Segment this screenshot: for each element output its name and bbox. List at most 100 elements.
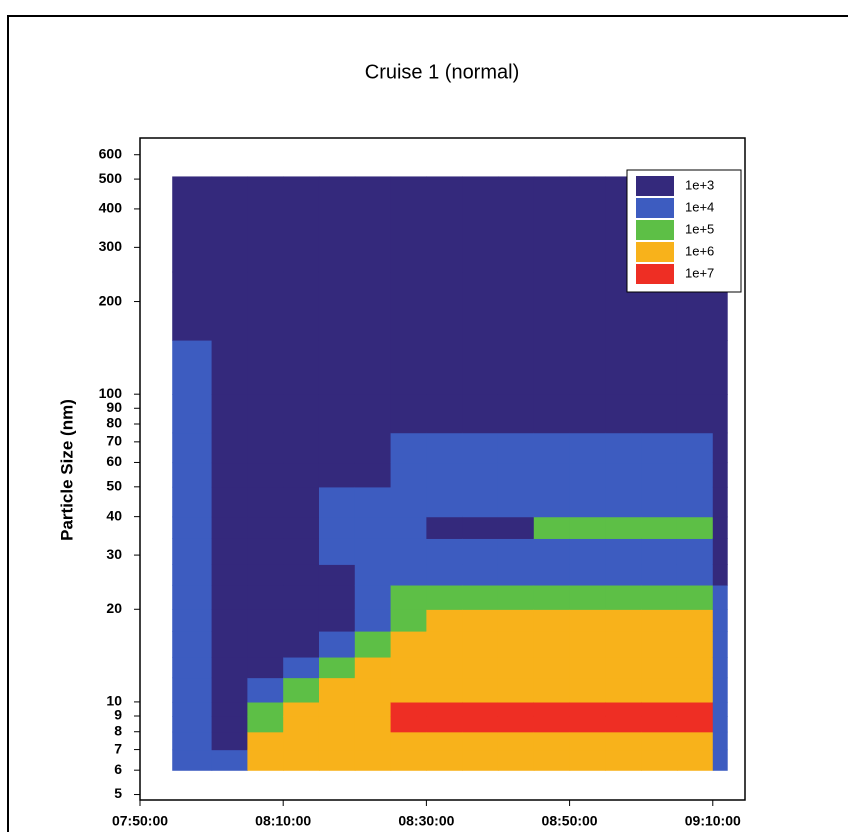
contour-cell bbox=[390, 701, 427, 717]
contour-cell bbox=[462, 394, 499, 434]
contour-cell bbox=[533, 715, 571, 733]
contour-cell bbox=[676, 564, 714, 586]
contour-cell bbox=[676, 609, 714, 632]
contour-cell bbox=[462, 715, 499, 733]
contour-cell bbox=[462, 701, 499, 717]
contour-cell bbox=[569, 176, 606, 273]
contour-cell bbox=[605, 462, 642, 488]
contour-cell bbox=[247, 462, 284, 488]
contour-cell bbox=[211, 731, 248, 751]
contour-cell bbox=[533, 630, 571, 658]
legend-swatch bbox=[636, 176, 674, 196]
contour-cell bbox=[641, 609, 678, 632]
contour-cell bbox=[426, 462, 463, 488]
contour-cell bbox=[211, 339, 248, 395]
contour-cell bbox=[605, 516, 642, 539]
y-tick-label: 90 bbox=[106, 399, 122, 415]
contour-cell bbox=[426, 630, 463, 658]
contour-cell bbox=[569, 462, 606, 488]
contour-cell bbox=[390, 731, 427, 751]
contour-cell bbox=[426, 749, 463, 771]
contour-cell bbox=[318, 339, 356, 395]
contour-cell bbox=[533, 339, 571, 395]
contour-cell bbox=[172, 462, 213, 488]
contour-cell bbox=[569, 486, 606, 518]
contour-cell bbox=[172, 584, 213, 610]
y-tick-label: 6 bbox=[114, 761, 122, 777]
contour-cell bbox=[605, 609, 642, 632]
contour-cell bbox=[497, 701, 535, 717]
contour-cell bbox=[318, 584, 356, 610]
contour-cell bbox=[712, 609, 728, 632]
contour-cell bbox=[318, 609, 356, 632]
contour-cell bbox=[462, 630, 499, 658]
contour-cell bbox=[676, 394, 714, 434]
contour-cell bbox=[676, 462, 714, 488]
contour-cell bbox=[211, 176, 248, 273]
y-tick-label: 5 bbox=[114, 785, 122, 801]
contour-cell bbox=[172, 394, 213, 434]
contour-cell bbox=[283, 701, 320, 717]
contour-cell bbox=[712, 394, 728, 434]
contour-cell bbox=[283, 486, 320, 518]
contour-cell bbox=[641, 564, 678, 586]
contour-cell bbox=[247, 630, 284, 658]
contour-cell bbox=[318, 394, 356, 434]
contour-cell bbox=[569, 677, 606, 703]
contour-cell bbox=[354, 394, 392, 434]
contour-cell bbox=[569, 564, 606, 586]
contour-cell bbox=[462, 462, 499, 488]
contour-cell bbox=[211, 432, 248, 464]
contour-cell bbox=[712, 486, 728, 518]
y-tick-label: 80 bbox=[106, 415, 122, 431]
contour-cell bbox=[354, 516, 392, 539]
contour-cell bbox=[641, 656, 678, 679]
contour-cell bbox=[283, 630, 320, 658]
contour-cell bbox=[390, 394, 427, 434]
contour-cell bbox=[462, 656, 499, 679]
contour-cell bbox=[533, 677, 571, 703]
contour-cell bbox=[283, 271, 320, 341]
contour-cell bbox=[533, 462, 571, 488]
contour-cell bbox=[497, 731, 535, 751]
contour-cell bbox=[318, 486, 356, 518]
contour-cell bbox=[354, 630, 392, 658]
contour-cell bbox=[569, 394, 606, 434]
contour-cell bbox=[426, 432, 463, 464]
legend-label: 1e+6 bbox=[685, 243, 714, 258]
contour-cell bbox=[641, 462, 678, 488]
contour-cell bbox=[247, 432, 284, 464]
contour-cell bbox=[676, 516, 714, 539]
contour-cell bbox=[354, 564, 392, 586]
contour-cell bbox=[712, 584, 728, 610]
contour-cell bbox=[247, 701, 284, 717]
contour-cell bbox=[211, 701, 248, 717]
contour-cell bbox=[641, 516, 678, 539]
contour-cell bbox=[569, 715, 606, 733]
contour-cell bbox=[247, 339, 284, 395]
contour-cell bbox=[605, 394, 642, 434]
contour-cell bbox=[426, 609, 463, 632]
contour-cell bbox=[211, 516, 248, 539]
contour-cell bbox=[283, 564, 320, 586]
contour-cell bbox=[354, 656, 392, 679]
contour-cell bbox=[283, 749, 320, 771]
contour-cell bbox=[533, 538, 571, 565]
contour-cell bbox=[172, 701, 213, 717]
contour-cell bbox=[426, 271, 463, 341]
contour-cell bbox=[172, 271, 213, 341]
y-tick-label: 600 bbox=[99, 145, 123, 161]
contour-cell bbox=[497, 538, 535, 565]
contour-cell bbox=[390, 486, 427, 518]
contour-cell bbox=[318, 176, 356, 273]
y-tick-label: 30 bbox=[106, 546, 122, 562]
contour-cell bbox=[172, 731, 213, 751]
y-tick-label: 20 bbox=[106, 600, 122, 616]
contour-cell bbox=[462, 609, 499, 632]
contour-cell bbox=[533, 701, 571, 717]
contour-cell bbox=[318, 701, 356, 717]
contour-cell bbox=[426, 656, 463, 679]
x-tick-label: 08:30:00 bbox=[398, 813, 454, 829]
